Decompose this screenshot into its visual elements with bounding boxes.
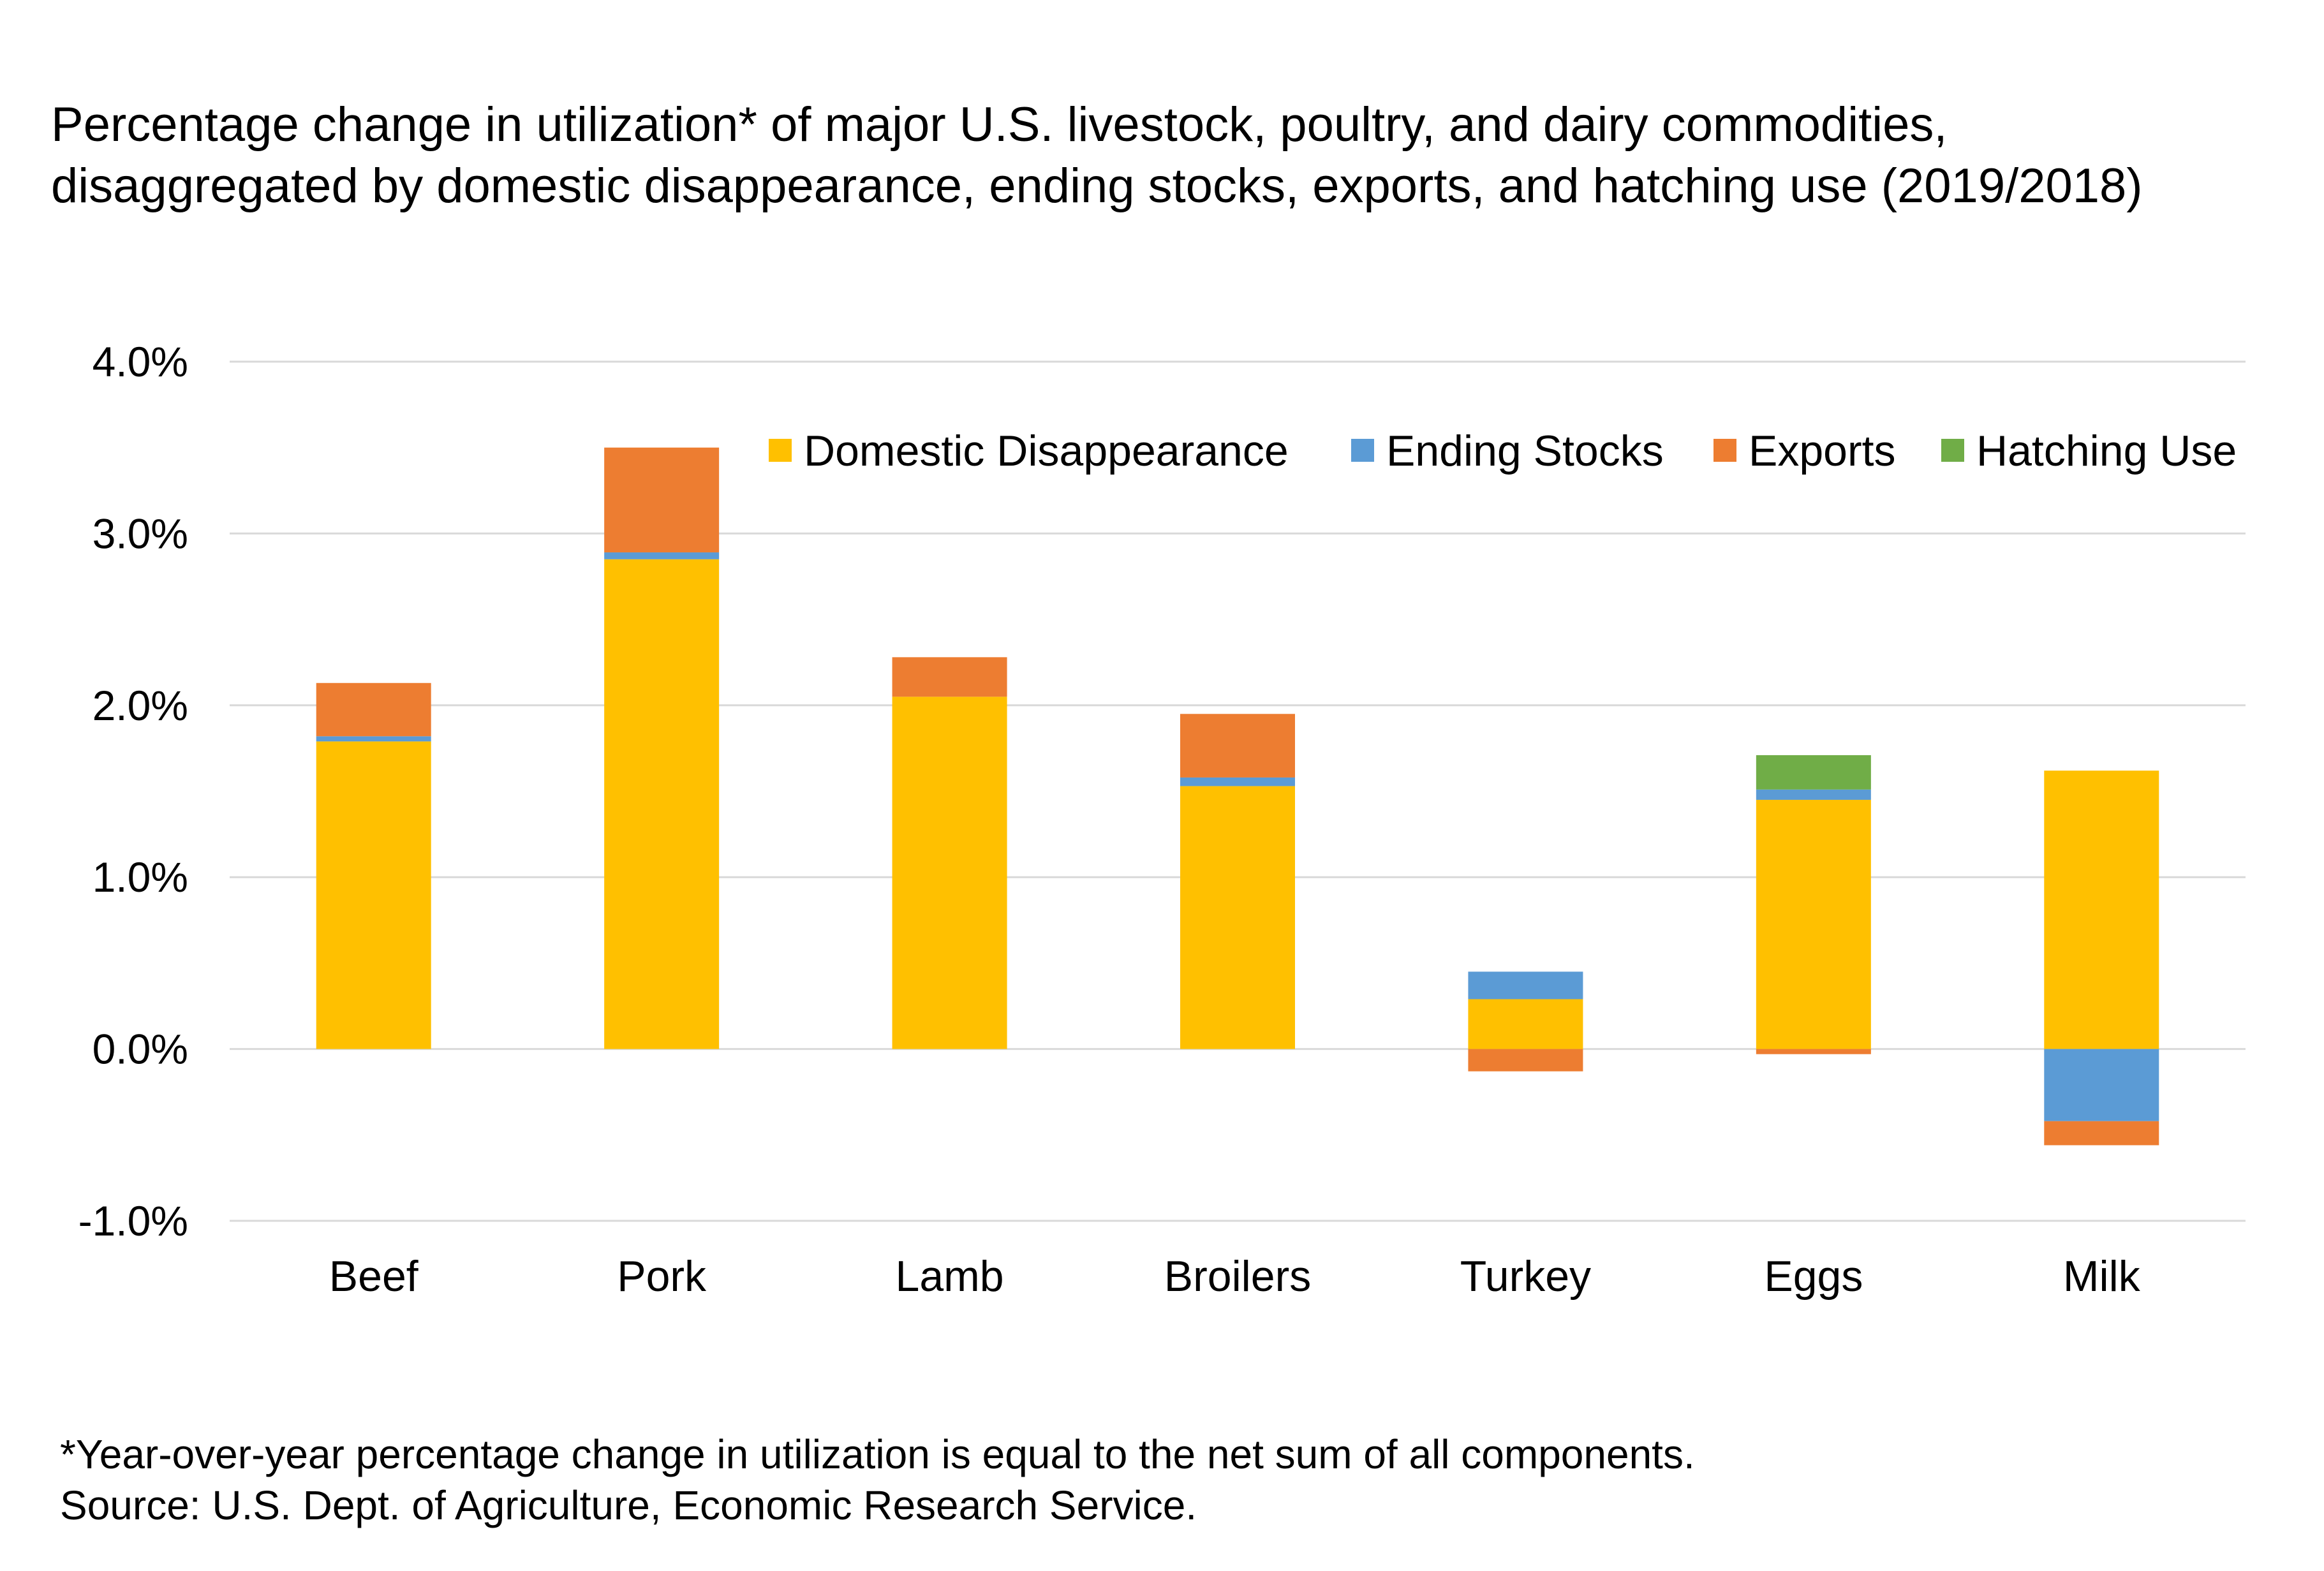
legend-label: Hatching Use <box>1976 427 2237 475</box>
y-tick-label: 2.0% <box>93 682 188 729</box>
bar-eggs-domestic-disappearance <box>1756 799 1871 1049</box>
legend-item: Ending Stocks <box>1351 427 1664 475</box>
bar-milk-domestic-disappearance <box>2044 771 2159 1049</box>
y-axis-tick-labels: -1.0% 0.0% 1.0% 2.0% 3.0% 4.0% <box>78 338 188 1244</box>
legend-swatch <box>1941 439 1964 462</box>
x-tick-label: Pork <box>617 1252 707 1301</box>
x-tick-label: Milk <box>2063 1252 2141 1301</box>
bar-broilers-ending-stocks <box>1180 777 1295 786</box>
bars <box>316 447 2159 1146</box>
x-tick-label: Broilers <box>1164 1252 1312 1301</box>
bar-milk-ending-stocks <box>2044 1049 2159 1121</box>
footnote: *Year-over-year percentage change in uti… <box>60 1429 2229 1531</box>
bar-beef-domestic-disappearance <box>316 741 431 1049</box>
chart-title-line-2: disaggregated by domestic disappearance,… <box>51 159 2143 213</box>
y-tick-label: 1.0% <box>93 853 188 901</box>
legend: Domestic Disappearance Ending Stocks Expor… <box>769 427 2237 475</box>
bar-broilers-exports <box>1180 714 1295 778</box>
bar-lamb-exports <box>892 657 1007 697</box>
x-tick-label: Eggs <box>1764 1252 1863 1301</box>
chart-title: Percentage change in utilization* of maj… <box>51 94 2284 217</box>
bar-pork-exports <box>604 447 720 553</box>
footnote-line-1: *Year-over-year percentage change in uti… <box>60 1431 1695 1477</box>
bar-turkey-ending-stocks <box>1468 971 1583 999</box>
legend-swatch <box>769 439 792 462</box>
bar-turkey-exports <box>1468 1049 1583 1072</box>
bar-pork-domestic-disappearance <box>604 559 720 1049</box>
x-tick-label: Turkey <box>1460 1252 1591 1301</box>
legend-label: Exports <box>1749 427 1896 475</box>
bar-beef-ending-stocks <box>316 736 431 742</box>
bar-pork-ending-stocks <box>604 552 720 559</box>
legend-label: Ending Stocks <box>1386 427 1664 475</box>
legend-item: Exports <box>1713 427 1896 475</box>
bar-beef-exports <box>316 682 431 737</box>
x-tick-label: Lamb <box>896 1252 1004 1301</box>
x-tick-label: Beef <box>329 1252 418 1301</box>
chart-title-line-1: Percentage change in utilization* of maj… <box>51 98 1948 152</box>
bar-eggs-ending-stocks <box>1756 789 1871 800</box>
y-tick-label: 4.0% <box>93 338 188 385</box>
legend-swatch <box>1713 439 1736 462</box>
y-tick-label: 3.0% <box>93 510 188 557</box>
bar-broilers-domestic-disappearance <box>1180 786 1295 1049</box>
legend-label: Domestic Disappearance <box>804 427 1289 475</box>
bar-eggs-exports <box>1756 1049 1871 1054</box>
bar-eggs-hatching-use <box>1756 755 1871 790</box>
y-tick-label: -1.0% <box>78 1197 188 1244</box>
x-axis-tick-labels: Beef Pork Lamb Broilers Turkey Eggs Milk <box>329 1252 2141 1301</box>
bar-turkey-domestic-disappearance <box>1468 999 1583 1049</box>
legend-item: Domestic Disappearance <box>769 427 1289 475</box>
bar-milk-exports <box>2044 1121 2159 1146</box>
y-tick-label: 0.0% <box>93 1026 188 1073</box>
legend-item: Hatching Use <box>1941 427 2237 475</box>
bar-lamb-domestic-disappearance <box>892 697 1007 1049</box>
footnote-line-2: Source: U.S. Dept. of Agriculture, Econo… <box>60 1482 1197 1528</box>
legend-swatch <box>1351 439 1374 462</box>
